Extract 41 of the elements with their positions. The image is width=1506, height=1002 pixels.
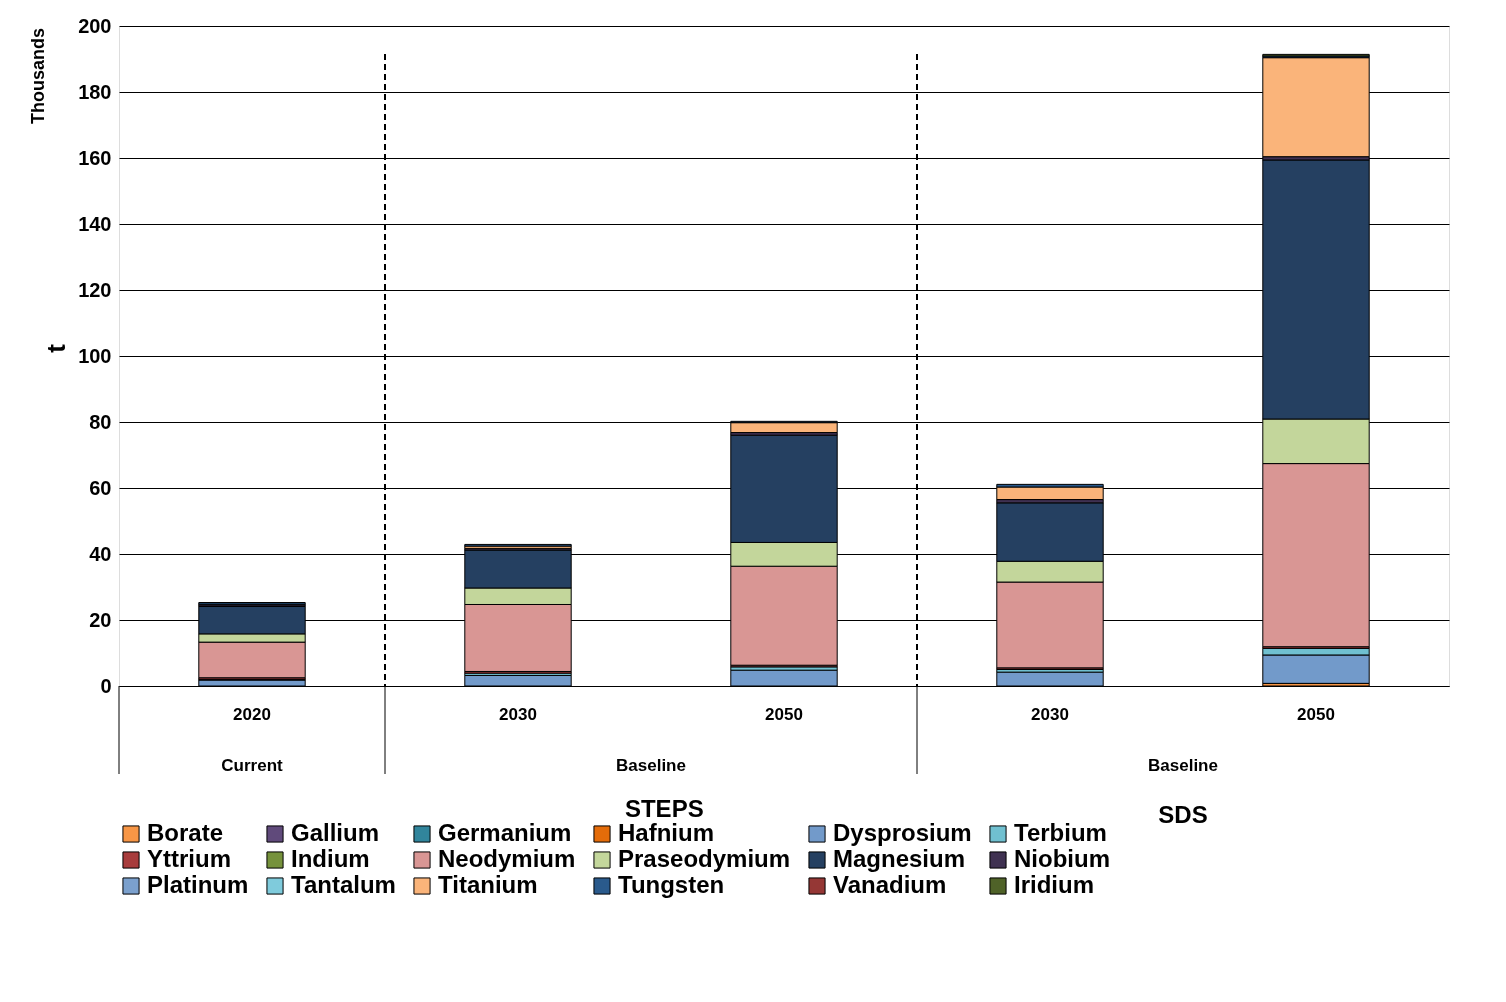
y-tick-label: 40 xyxy=(89,542,112,565)
x-tick-label: 2050 xyxy=(765,704,803,724)
y-tick-label: 160 xyxy=(78,146,112,169)
legend-label: Terbium xyxy=(1014,819,1107,846)
y-axis-title: t xyxy=(40,343,71,353)
legend-label: Tantalum xyxy=(291,871,396,898)
y-tick-label: 180 xyxy=(78,80,112,103)
text: Baseline xyxy=(616,756,686,775)
x-tick-label: 2030 xyxy=(1031,704,1069,724)
y-tick-label: 60 xyxy=(89,476,112,499)
y-tick-label: 80 xyxy=(89,410,112,433)
legend-label: Iridium xyxy=(1014,871,1095,898)
legend-label: Tungsten xyxy=(618,871,725,898)
text: SDS xyxy=(1158,801,1208,828)
text: Current xyxy=(221,756,284,775)
legend-label: Platinum xyxy=(147,871,249,898)
x-tick-label: 2020 xyxy=(233,704,271,724)
legend-label: Titanium xyxy=(438,871,538,898)
x-tick-label: 2030 xyxy=(499,704,537,724)
legend-label: Germanium xyxy=(438,819,572,846)
y-tick-label: 200 xyxy=(78,14,112,37)
legend-label: Hafnium xyxy=(618,819,714,846)
text: Thousands xyxy=(28,27,48,125)
y-tick-label: 120 xyxy=(78,278,112,301)
x-tick-label: 2050 xyxy=(1297,704,1335,724)
legend-label: Niobium xyxy=(1014,845,1110,872)
y-tick-label: 0 xyxy=(100,674,112,697)
text: STEPS xyxy=(624,795,704,822)
legend-label: Magnesium xyxy=(833,845,966,872)
legend-label: Borate xyxy=(147,819,224,846)
legend-label: Neodymium xyxy=(438,845,576,872)
y-tick-label: 140 xyxy=(78,212,112,235)
legend-label: Vanadium xyxy=(833,871,947,898)
legend-label: Praseodymium xyxy=(618,845,791,872)
text: Baseline xyxy=(1148,756,1218,775)
legend-label: Yttrium xyxy=(147,845,231,872)
legend-label: Indium xyxy=(291,845,370,872)
legend-label: Gallium xyxy=(291,819,380,846)
y-tick-label: 20 xyxy=(89,608,112,631)
y-tick-label: 100 xyxy=(78,344,112,367)
legend-label: Dysprosium xyxy=(833,819,972,846)
